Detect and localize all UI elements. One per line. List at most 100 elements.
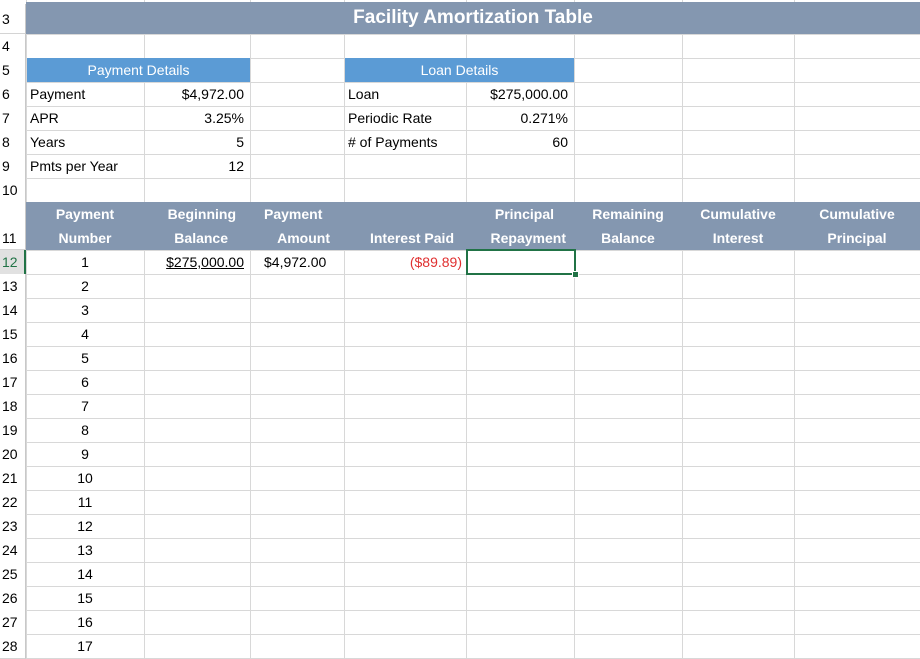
- payment-number-cell[interactable]: 4: [81, 326, 89, 342]
- payment-number-cell[interactable]: 12: [77, 518, 93, 534]
- years-label[interactable]: Years: [30, 134, 66, 150]
- table-header-band: [26, 202, 920, 250]
- grid-line: [574, 0, 575, 659]
- row-header[interactable]: 4: [0, 34, 26, 59]
- header-principal-repayment-line1[interactable]: Principal: [494, 206, 554, 222]
- row-header[interactable]: 23: [0, 514, 26, 539]
- payment-number-cell[interactable]: 17: [77, 638, 93, 654]
- grid-line: [26, 178, 920, 179]
- header-cumulative-principal-line1[interactable]: Cumulative: [819, 206, 895, 222]
- row-header[interactable]: 22: [0, 490, 26, 515]
- payment-number-cell[interactable]: 1: [81, 254, 89, 270]
- row-header[interactable]: 28: [0, 634, 26, 659]
- row-header[interactable]: 11: [0, 202, 26, 250]
- interest-paid-cell[interactable]: ($89.89): [409, 254, 462, 270]
- grid-line: [26, 634, 920, 635]
- row-header[interactable]: 18: [0, 394, 26, 419]
- selected-cell[interactable]: [466, 249, 576, 275]
- grid-line: [26, 34, 920, 35]
- grid-line: [26, 82, 920, 83]
- row-header[interactable]: 25: [0, 562, 26, 587]
- payment-number-cell[interactable]: 6: [81, 374, 89, 390]
- payment-number-cell[interactable]: 7: [81, 398, 89, 414]
- grid-line: [794, 0, 795, 659]
- years-value[interactable]: 5: [236, 134, 244, 150]
- fill-handle[interactable]: [572, 271, 579, 278]
- header-beginning-balance-line2[interactable]: Balance: [174, 230, 228, 246]
- payment-number-cell[interactable]: 8: [81, 422, 89, 438]
- header-remaining-balance-line1[interactable]: Remaining: [592, 206, 664, 222]
- pmts-per-year-label[interactable]: Pmts per Year: [30, 158, 118, 174]
- periodic-rate-value[interactable]: 0.271%: [520, 110, 568, 126]
- num-payments-label[interactable]: # of Payments: [348, 134, 438, 150]
- grid-line: [26, 538, 920, 539]
- grid-line: [26, 586, 920, 587]
- payment-value[interactable]: $4,972.00: [181, 86, 244, 102]
- row-header[interactable]: 9: [0, 154, 26, 179]
- beginning-balance-cell[interactable]: $275,000.00: [144, 250, 250, 274]
- grid-line: [344, 0, 345, 659]
- apr-label[interactable]: APR: [30, 110, 59, 126]
- row-header[interactable]: 14: [0, 298, 26, 323]
- row-header[interactable]: 16: [0, 346, 26, 371]
- grid-line: [26, 346, 920, 347]
- payment-number-cell[interactable]: 11: [77, 494, 93, 510]
- periodic-rate-label[interactable]: Periodic Rate: [348, 110, 433, 126]
- payment-number-cell[interactable]: 15: [77, 590, 93, 606]
- grid-line: [466, 0, 467, 659]
- grid-line: [26, 418, 920, 419]
- row-header[interactable]: 24: [0, 538, 26, 563]
- payment-number-cell[interactable]: 13: [77, 542, 93, 558]
- payment-number-cell[interactable]: 3: [81, 302, 89, 318]
- row-header[interactable]: 10: [0, 178, 26, 203]
- header-cumulative-principal-line2[interactable]: Principal: [827, 230, 887, 246]
- row-header[interactable]: 21: [0, 466, 26, 491]
- payment-number-cell[interactable]: 2: [81, 278, 89, 294]
- header-interest-paid-line2[interactable]: Interest Paid: [369, 230, 454, 246]
- grid-line: [26, 562, 920, 563]
- header-payment-amount-line2[interactable]: Amount: [277, 230, 330, 246]
- row-header[interactable]: 5: [0, 58, 26, 83]
- header-remaining-balance-line2[interactable]: Balance: [601, 230, 655, 246]
- grid-line: [26, 370, 920, 371]
- grid-line: [26, 130, 920, 131]
- header-payment-number-line2[interactable]: Number: [58, 230, 112, 246]
- loan-details-header: Loan Details: [345, 58, 574, 82]
- row-header[interactable]: 15: [0, 322, 26, 347]
- header-payment-amount-line1[interactable]: Payment: [264, 206, 323, 222]
- row-header[interactable]: 3: [0, 4, 26, 34]
- row-header[interactable]: 8: [0, 130, 26, 155]
- loan-value[interactable]: $275,000.00: [490, 86, 568, 102]
- row-header-active[interactable]: 12: [0, 250, 26, 275]
- payment-label[interactable]: Payment: [30, 86, 86, 102]
- row-header[interactable]: 26: [0, 586, 26, 611]
- payment-number-cell[interactable]: 9: [81, 446, 89, 462]
- header-cumulative-interest-line1[interactable]: Cumulative: [700, 206, 776, 222]
- payment-number-cell[interactable]: 16: [77, 614, 93, 630]
- grid-line: [26, 442, 920, 443]
- header-payment-number-line1[interactable]: Payment: [55, 206, 115, 222]
- row-header[interactable]: 17: [0, 370, 26, 395]
- row-header[interactable]: 7: [0, 106, 26, 131]
- row-header[interactable]: 6: [0, 82, 26, 107]
- payment-number-cell[interactable]: 10: [77, 470, 93, 486]
- grid-line: [26, 490, 920, 491]
- row-header[interactable]: 19: [0, 418, 26, 443]
- header-principal-repayment-line2[interactable]: Repayment: [490, 230, 566, 246]
- row-header[interactable]: 27: [0, 610, 26, 635]
- pmts-per-year-value[interactable]: 12: [228, 158, 244, 174]
- header-beginning-balance-line1[interactable]: Beginning: [167, 206, 236, 222]
- payment-number-cell[interactable]: 5: [81, 350, 89, 366]
- payment-number-cell[interactable]: 14: [77, 566, 93, 582]
- row-header[interactable]: 20: [0, 442, 26, 467]
- row-header[interactable]: 13: [0, 274, 26, 299]
- loan-label[interactable]: Loan: [348, 86, 380, 102]
- num-payments-value[interactable]: 60: [552, 134, 568, 150]
- grid-line: [26, 322, 920, 323]
- payment-amount-cell[interactable]: $4,972.00: [264, 254, 327, 270]
- apr-value[interactable]: 3.25%: [204, 110, 244, 126]
- grid-line: [26, 106, 920, 107]
- header-cumulative-interest-line2[interactable]: Interest: [712, 230, 764, 246]
- grid-line: [250, 0, 251, 659]
